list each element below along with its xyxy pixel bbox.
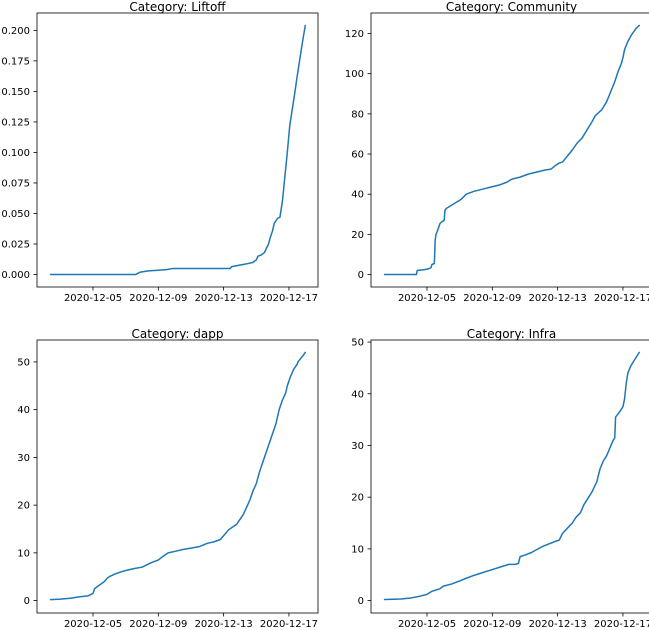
data-line <box>49 351 307 601</box>
y-tick-label: 40 <box>351 389 364 400</box>
y-tick-label: 10 <box>351 544 364 555</box>
y-tick-label: 20 <box>351 493 364 504</box>
subplot-dapp: Category: dapp 2020-12-05 2020-12-09 2020-… <box>0 315 324 630</box>
x-tick-label: 2020-12-17 <box>260 619 318 630</box>
chart-canvas-liftoff: 2020-12-05 2020-12-09 2020-12-13 2020-12-17… <box>1 12 319 304</box>
subplot-liftoff: Category: Liftoff 2020-12-05 2020-12-09 20… <box>0 0 324 315</box>
chart-canvas-dapp: 2020-12-05 2020-12-09 2020-12-13 2020-12-17… <box>17 339 319 630</box>
x-tick-label: 2020-12-05 <box>64 293 122 304</box>
y-tick-label: 0 <box>358 596 364 607</box>
plot-border <box>36 339 319 614</box>
y-tick-label: 0.150 <box>1 87 30 98</box>
x-tick-label: 2020-12-09 <box>463 619 521 630</box>
y-tick-label: 0.000 <box>1 270 30 281</box>
y-tick-label: 0.175 <box>1 56 30 67</box>
y-tick-label: 40 <box>351 190 364 201</box>
y-tick-label: 0.025 <box>1 240 30 251</box>
y-tick-label: 50 <box>17 357 30 368</box>
data-line <box>49 24 307 276</box>
x-tick-label: 2020-12-05 <box>398 619 456 630</box>
chart-title-infra: Category: Infra <box>466 327 557 341</box>
y-tick-label: 10 <box>17 548 30 559</box>
x-tick-label: 2020-12-09 <box>129 619 187 630</box>
y-tick-label: 0.125 <box>1 117 30 128</box>
y-tick-label: 30 <box>351 441 364 452</box>
plot-border <box>36 12 319 288</box>
x-tick-label: 2020-12-05 <box>398 293 456 304</box>
x-tick-label: 2020-12-05 <box>64 619 122 630</box>
x-tick-label: 2020-12-13 <box>529 293 587 304</box>
x-tick-label: 2020-12-17 <box>260 293 318 304</box>
y-tick-label: 0.075 <box>1 178 30 189</box>
y-tick-label: 20 <box>351 230 364 241</box>
y-tick-label: 50 <box>351 338 364 349</box>
chart-canvas-infra: 2020-12-05 2020-12-09 2020-12-13 2020-12-17… <box>351 338 649 630</box>
y-tick-label: 60 <box>351 150 364 161</box>
subplot-community: Category: Community 2020-12-05 2020-12-09… <box>324 0 649 315</box>
y-tick-label: 80 <box>351 109 364 120</box>
chart-title-liftoff: Category: Liftoff <box>129 0 226 14</box>
x-tick-label: 2020-12-13 <box>529 619 587 630</box>
plot-border <box>370 12 649 288</box>
plot-border <box>370 339 649 614</box>
y-tick-label: 40 <box>17 405 30 416</box>
y-tick-label: 20 <box>17 501 30 512</box>
y-tick-label: 30 <box>17 453 30 464</box>
y-tick-label: 0.200 <box>1 26 30 37</box>
chart-canvas-community: 2020-12-05 2020-12-09 2020-12-13 2020-12-17… <box>345 12 649 304</box>
chart-title-community: Category: Community <box>445 0 578 14</box>
x-tick-label: 2020-12-09 <box>129 293 187 304</box>
y-tick-label: 0 <box>24 596 30 607</box>
x-tick-label: 2020-12-13 <box>195 619 253 630</box>
subplot-infra: Category: Infra 2020-12-05 2020-12-09 2020… <box>324 315 649 630</box>
x-tick-label: 2020-12-09 <box>463 293 521 304</box>
x-tick-label: 2020-12-17 <box>594 619 649 630</box>
chart-title-dapp: Category: dapp <box>131 327 224 341</box>
x-tick-label: 2020-12-17 <box>594 293 649 304</box>
y-tick-label: 0.050 <box>1 209 30 220</box>
data-line <box>383 24 641 276</box>
y-tick-label: 120 <box>345 29 364 40</box>
y-tick-label: 0 <box>358 270 364 281</box>
y-tick-label: 100 <box>345 69 364 80</box>
y-tick-label: 0.100 <box>1 148 30 159</box>
x-tick-label: 2020-12-13 <box>195 293 253 304</box>
data-line <box>383 351 641 601</box>
